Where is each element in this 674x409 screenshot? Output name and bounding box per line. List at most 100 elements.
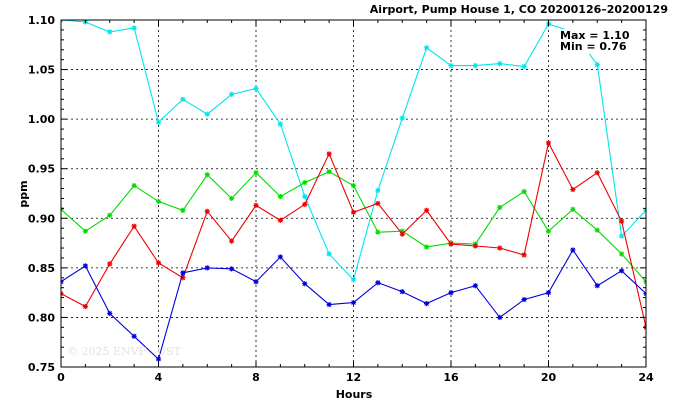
data-point [277, 121, 283, 127]
data-point [204, 111, 210, 117]
data-point [277, 193, 283, 200]
data-point [472, 283, 478, 289]
grid [61, 20, 646, 367]
y-tick-label: 0.75 [28, 361, 55, 374]
y-axis-label: ppm [17, 180, 30, 207]
data-point [180, 270, 186, 276]
data-point [107, 212, 113, 218]
data-point [350, 277, 357, 283]
data-point [472, 243, 478, 249]
data-point [570, 247, 576, 253]
data-point [180, 275, 186, 281]
data-point [82, 228, 88, 234]
watermark: © 2025 ENVF UST [67, 345, 182, 358]
data-point [302, 193, 308, 200]
data-point [570, 186, 576, 193]
data-point [594, 170, 600, 176]
data-point [350, 182, 357, 189]
data-point [375, 229, 381, 235]
series-4 [61, 247, 646, 362]
data-point [180, 207, 186, 213]
data-point [399, 115, 405, 121]
x-tick-label: 20 [541, 371, 557, 384]
data-point [253, 170, 259, 176]
data-point [375, 187, 381, 194]
data-point [229, 195, 235, 202]
series-layer [61, 20, 646, 362]
x-tick-label: 8 [252, 371, 260, 384]
data-point [204, 265, 210, 271]
data-point [326, 151, 332, 157]
data-point [497, 61, 503, 67]
data-point [204, 172, 210, 178]
data-point [229, 91, 235, 97]
data-point [399, 228, 405, 234]
y-tick-label: 0.95 [28, 163, 55, 176]
x-axis-label: Hours [336, 388, 373, 401]
data-point [619, 251, 625, 257]
data-point [302, 281, 308, 287]
data-point [497, 245, 503, 251]
max-label: Max = 1.10 [560, 29, 630, 42]
y-tick-label: 1.10 [28, 14, 55, 27]
chart-title: Airport, Pump House 1, CO 20200126–20200… [370, 3, 668, 16]
data-point [521, 63, 527, 70]
data-point [545, 228, 552, 234]
y-tick-label: 0.80 [28, 311, 55, 324]
x-tick-label: 12 [346, 371, 361, 384]
data-point [424, 45, 430, 51]
data-point [472, 63, 478, 69]
data-point [521, 188, 527, 195]
data-point [375, 200, 381, 207]
data-point [448, 63, 454, 69]
data-point [448, 241, 454, 247]
data-point [107, 29, 113, 35]
series-3 [61, 140, 646, 330]
data-point [131, 25, 137, 31]
data-point [253, 279, 259, 285]
data-point [350, 209, 357, 215]
x-tick-label: 16 [443, 371, 459, 384]
data-point [131, 333, 137, 339]
data-point [594, 283, 600, 289]
data-point [521, 252, 527, 258]
data-point [521, 296, 527, 303]
data-point [277, 254, 283, 260]
data-point [424, 244, 430, 250]
data-point [131, 223, 137, 229]
y-tick-label: 1.05 [28, 64, 55, 77]
stats-box [556, 29, 642, 54]
data-point [155, 260, 162, 266]
data-point [155, 119, 162, 125]
data-point [229, 238, 235, 244]
data-point [619, 268, 625, 274]
plot-frame [60, 19, 647, 368]
tick-layer: 0 4 8 12 16 20 24 0.75 0.80 0.85 0.90 0.95 1.00 1.05 1… [28, 14, 654, 384]
x-tick-label: 24 [638, 371, 654, 384]
data-point [155, 356, 162, 362]
data-point [594, 227, 600, 233]
data-point [619, 218, 625, 224]
y-tick-label: 0.85 [28, 262, 55, 275]
series-1 [61, 20, 646, 283]
data-point [326, 169, 332, 175]
data-point [253, 85, 259, 92]
data-point [570, 206, 576, 212]
series-2 [61, 169, 646, 285]
data-point [619, 233, 625, 239]
data-point [107, 261, 113, 267]
min-label: Min = 0.76 [560, 40, 627, 53]
data-point [302, 201, 308, 208]
data-point [350, 299, 357, 306]
data-point [326, 251, 332, 257]
data-point [204, 208, 210, 214]
data-point [594, 62, 600, 68]
data-point [424, 300, 430, 307]
data-point [424, 207, 430, 213]
data-point [497, 204, 503, 210]
data-point [82, 263, 88, 269]
data-point [131, 182, 137, 189]
x-tick-label: 4 [155, 371, 163, 384]
data-point [155, 198, 162, 205]
